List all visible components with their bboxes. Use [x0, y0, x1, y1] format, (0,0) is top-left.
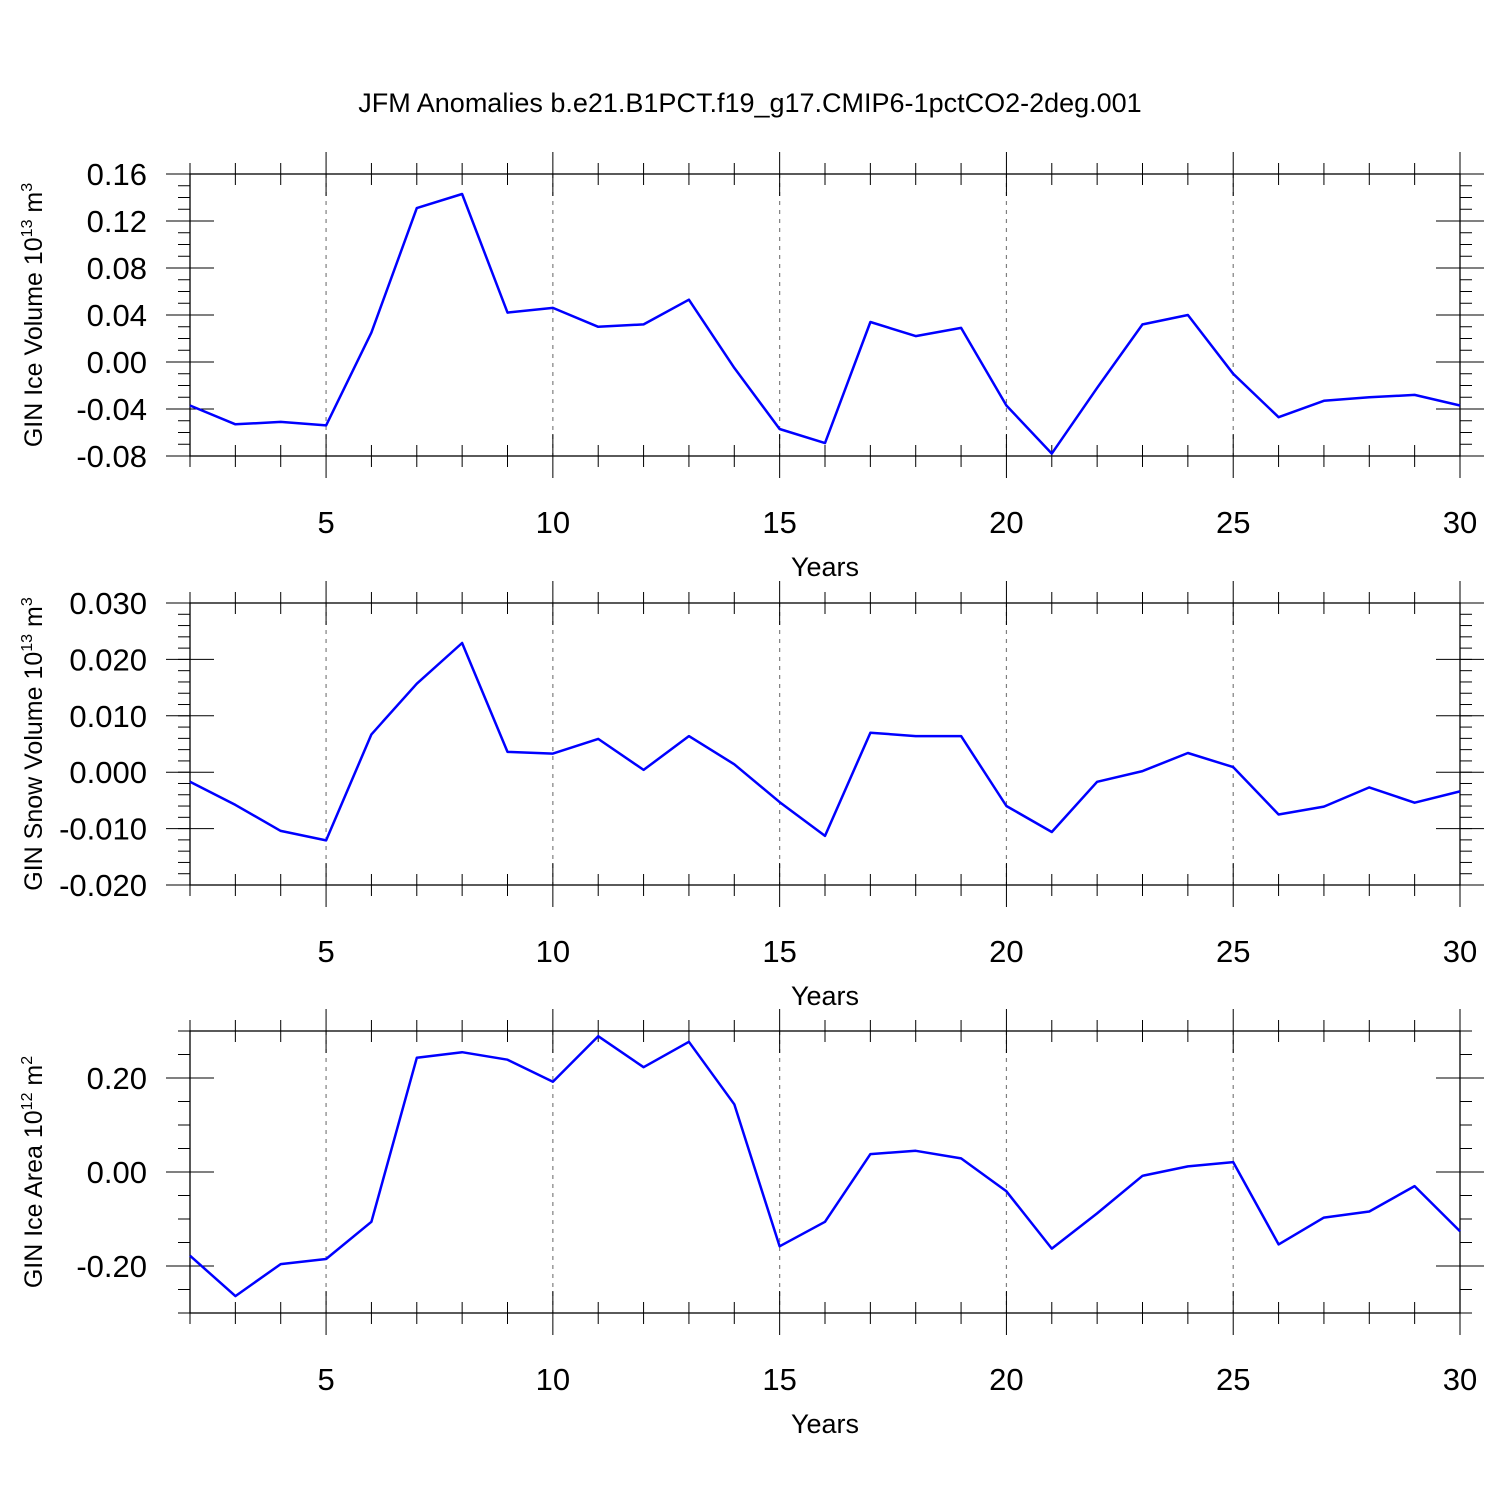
- series-line: [189, 1034, 1461, 1298]
- x-tick-label: 15: [762, 505, 796, 540]
- y-tick-label: 0.20: [87, 1061, 147, 1096]
- y-tick-label: 0.000: [69, 755, 147, 790]
- y-tick-label: -0.20: [76, 1249, 147, 1284]
- x-tick-label: 10: [536, 934, 570, 969]
- panel-2: -0.020 -0.010 0.000 0.010 0.020 0.030 5 10 15 20 2…: [19, 581, 1484, 1011]
- x-tick-label: 30: [1443, 505, 1477, 540]
- x-tick-label: 25: [1216, 505, 1250, 540]
- y-tick-label: 0.00: [87, 1155, 147, 1190]
- y-tick-label: 0.16: [87, 157, 147, 192]
- y-axis-title: GIN Ice Area 1012 m2: [19, 1056, 48, 1288]
- y-tick-label: 0.12: [87, 204, 147, 239]
- x-tick-label: 15: [762, 934, 796, 969]
- y-axis-title-text: GIN Ice Volume 10: [20, 237, 48, 447]
- plot-frame: [189, 1030, 1461, 1314]
- x-tick-label: 10: [536, 1362, 570, 1397]
- x-tick-label: 30: [1443, 1362, 1477, 1397]
- y-tick-label: -0.04: [76, 392, 147, 427]
- y-axis-title-unit-exponent: 2: [19, 1056, 36, 1065]
- series-line: [189, 641, 1461, 842]
- y-tick-label: 0.020: [69, 642, 147, 677]
- x-tick-label: 25: [1216, 1362, 1250, 1397]
- y-axis-title-exponent: 13: [19, 219, 36, 237]
- x-tick-label: 30: [1443, 934, 1477, 969]
- y-axis-title-unit-exponent: 3: [19, 597, 36, 606]
- y-axis-title-exponent: 12: [19, 1092, 36, 1110]
- x-axis-title: Years: [791, 981, 859, 1011]
- y-tick-label: 0.04: [87, 298, 147, 333]
- x-tick-label: 5: [317, 1362, 334, 1397]
- y-tick-label: 0.00: [87, 345, 147, 380]
- chart-title: JFM Anomalies b.e21.B1PCT.f19_g17.CMIP6-…: [358, 88, 1141, 118]
- series-line: [189, 192, 1461, 455]
- y-tick-label: -0.020: [59, 868, 147, 903]
- y-axis-title-unit: m: [20, 1065, 48, 1093]
- y-axis-title-text: GIN Snow Volume 10: [20, 652, 48, 891]
- panel-3: -0.20 0.00 0.20 5 10 15 20 25 30 Years GIN Ice Are…: [19, 1009, 1484, 1439]
- y-axis-title-unit: m: [20, 192, 48, 220]
- panel-1: -0.08 -0.04 0.00 0.04 0.08 0.12 0.16 5 10 15 20 25 3…: [19, 152, 1484, 582]
- plot-frame: [189, 173, 1461, 457]
- y-tick-label: -0.010: [59, 812, 147, 847]
- y-axis-title-unit: m: [20, 606, 48, 634]
- y-axis-title: GIN Ice Volume 1013 m3: [19, 183, 48, 447]
- x-tick-label: 20: [989, 1362, 1023, 1397]
- y-tick-label: 0.030: [69, 586, 147, 621]
- y-tick-label: 0.010: [69, 699, 147, 734]
- x-axis-title: Years: [791, 552, 859, 582]
- chart-panels: -0.08-0.040.000.040.080.120.165 10 15 20 25 3…: [19, 152, 1484, 1439]
- x-tick-label: 25: [1216, 934, 1250, 969]
- y-tick-label: 0.08: [87, 251, 147, 286]
- y-axis-title: GIN Snow Volume 1013 m3: [19, 597, 48, 891]
- y-axis-title-unit-exponent: 3: [19, 183, 36, 192]
- y-axis-title-text: GIN Ice Area 10: [20, 1110, 48, 1288]
- y-tick-label: -0.08: [76, 439, 147, 474]
- plot-frame: [189, 602, 1461, 886]
- y-axis-title-exponent: 13: [19, 634, 36, 652]
- x-axis-title: Years: [791, 1409, 859, 1439]
- x-tick-label: 10: [536, 505, 570, 540]
- x-tick-label: 5: [317, 505, 334, 540]
- x-tick-label: 20: [989, 934, 1023, 969]
- x-tick-label: 20: [989, 505, 1023, 540]
- x-tick-label: 5: [317, 934, 334, 969]
- x-tick-label: 15: [762, 1362, 796, 1397]
